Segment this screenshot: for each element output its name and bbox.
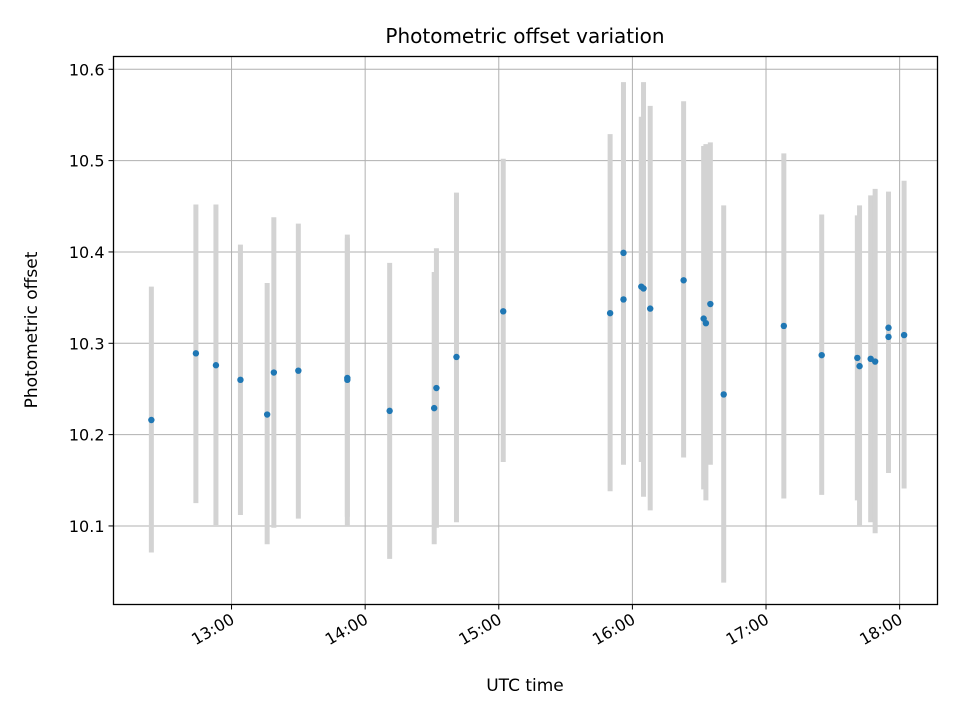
data-point: [237, 376, 244, 384]
data-point: [720, 391, 727, 398]
data-point: [453, 353, 460, 361]
data-points: [148, 249, 908, 424]
data-point: [780, 322, 788, 330]
data-point: [263, 411, 271, 418]
data-point: [818, 351, 825, 359]
y-tick-label: 10.5: [69, 152, 105, 171]
data-point: [430, 404, 438, 412]
data-point: [386, 407, 393, 415]
y-axis-ticks: 10.1 10.2 10.3 10.4 10.5 10.6: [69, 60, 114, 536]
data-point: [620, 249, 627, 257]
data-point: [192, 350, 200, 357]
data-point: [270, 369, 278, 376]
y-tick-label: 10.1: [69, 517, 105, 536]
y-tick-label: 10.4: [69, 243, 105, 262]
data-point: [606, 309, 614, 317]
data-point: [620, 296, 627, 303]
data-point: [640, 285, 647, 292]
data-point: [500, 308, 507, 315]
data-point: [854, 354, 861, 362]
y-tick-label: 10.6: [69, 60, 105, 79]
grid: [113, 56, 938, 605]
data-point: [885, 333, 892, 341]
chart-title: Photometric offset variation: [385, 24, 664, 48]
x-axis-title: UTC time: [486, 676, 564, 696]
y-axis-title: Photometric offset: [22, 251, 42, 408]
data-point: [856, 362, 863, 370]
y-tick-label: 10.3: [69, 334, 105, 353]
data-point: [148, 416, 155, 424]
plot-frame: [112, 55, 939, 606]
data-point: [707, 300, 714, 308]
data-point: [647, 305, 654, 312]
data-point: [900, 331, 908, 339]
data-point: [212, 362, 220, 369]
data-point: [885, 324, 892, 331]
data-point: [433, 384, 440, 392]
data-point: [295, 367, 302, 374]
data-point: [702, 319, 710, 327]
data-point: [680, 277, 687, 284]
y-tick-label: 10.2: [69, 426, 105, 445]
data-point: [344, 376, 351, 384]
data-point: [871, 358, 879, 365]
